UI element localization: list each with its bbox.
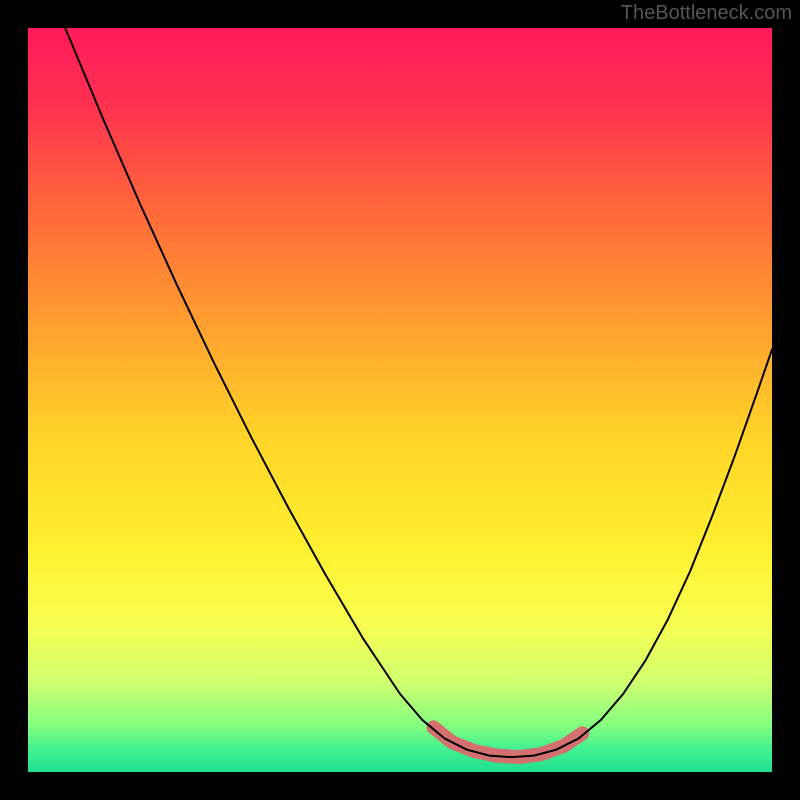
plot-area (28, 28, 772, 772)
overlay-band (433, 727, 582, 757)
bottleneck-curve (65, 28, 772, 757)
curve-layer (28, 28, 772, 772)
watermark-text: TheBottleneck.com (621, 2, 792, 25)
